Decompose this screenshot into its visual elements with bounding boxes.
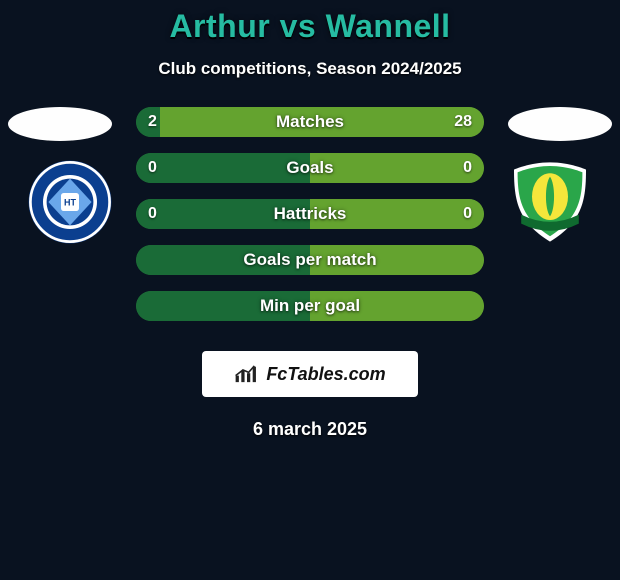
halifax-crest-icon: HT xyxy=(20,157,120,247)
stat-bar: Goals00 xyxy=(136,153,484,183)
watermark-badge: FcTables.com xyxy=(202,351,418,397)
bar-fill-left xyxy=(136,153,310,183)
watermark-text: FcTables.com xyxy=(266,364,385,385)
svg-text:HT: HT xyxy=(64,198,76,208)
stat-bars: Matches228 Goals00 Hattricks00 Goals per ma… xyxy=(136,107,484,337)
bar-fill-left xyxy=(136,107,160,137)
stat-bar: Hattricks00 xyxy=(136,199,484,229)
player-silhouette-right xyxy=(508,107,612,141)
bar-fill-right xyxy=(310,291,484,321)
bars-chart-icon xyxy=(234,364,260,384)
stat-bar: Goals per match xyxy=(136,245,484,275)
stat-bar: Min per goal xyxy=(136,291,484,321)
content-area: HT Matches228 Goals00 Hattricks00 Goals per… xyxy=(0,107,620,337)
stat-bar: Matches228 xyxy=(136,107,484,137)
bar-fill-left xyxy=(136,245,310,275)
date-text: 6 march 2025 xyxy=(0,419,620,440)
yeovil-crest-icon xyxy=(500,157,600,247)
player-silhouette-left xyxy=(8,107,112,141)
page-title: Arthur vs Wannell xyxy=(0,8,620,45)
bar-fill-right xyxy=(160,107,484,137)
club-crest-right xyxy=(500,157,600,247)
bar-fill-right xyxy=(310,199,484,229)
club-crest-left: HT xyxy=(20,157,120,247)
comparison-infographic: Arthur vs Wannell Club competitions, Sea… xyxy=(0,0,620,580)
subtitle: Club competitions, Season 2024/2025 xyxy=(0,59,620,79)
bar-fill-right xyxy=(310,153,484,183)
bar-fill-right xyxy=(310,245,484,275)
bar-fill-left xyxy=(136,291,310,321)
bar-fill-left xyxy=(136,199,310,229)
